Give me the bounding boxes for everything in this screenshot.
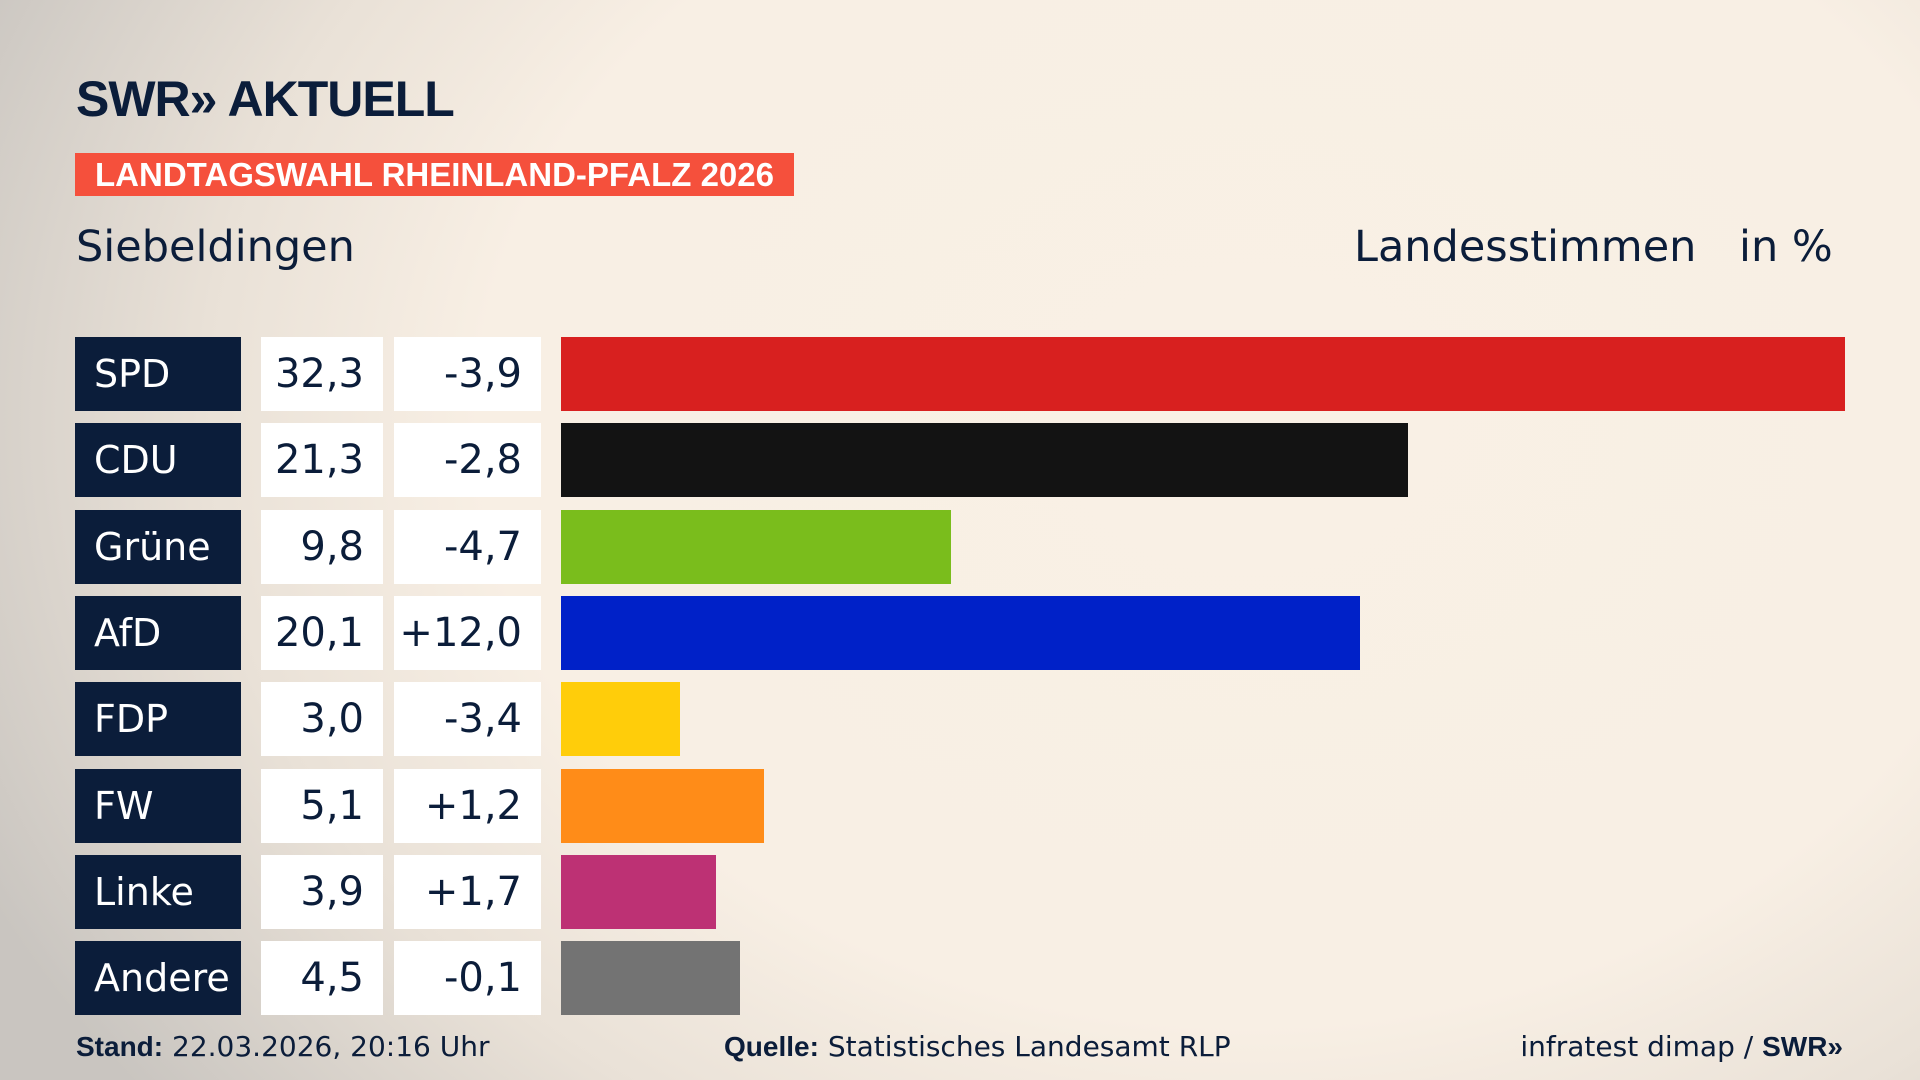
bar-fdp: [561, 682, 681, 757]
source-value: Statistisches Landesamt RLP: [827, 1030, 1231, 1063]
footer-stand: Stand: 22.03.2026, 20:16 Uhr: [76, 1030, 489, 1063]
vote-share-value: 32,3: [261, 337, 383, 411]
party-label: Andere: [75, 941, 241, 1016]
vote-change-value: -3,4: [394, 682, 541, 757]
result-row: Linke 3,9 +1,7: [0, 854, 1920, 929]
source-label: Quelle:: [724, 1031, 819, 1062]
bar-grüne: [561, 509, 951, 584]
vote-change-value: +12,0: [394, 595, 541, 670]
party-label: CDU: [75, 423, 241, 498]
result-row: Grüne 9,8 -4,7: [0, 509, 1920, 584]
footer-credit: infratest dimap / SWR»: [1520, 1030, 1843, 1063]
vote-change-value: +1,7: [394, 854, 541, 929]
result-row: CDU 21,3 -2,8: [0, 423, 1920, 498]
vote-share-value: 3,9: [261, 854, 383, 929]
swr-logo-small: SWR»: [1762, 1031, 1843, 1062]
party-label: Linke: [75, 854, 241, 929]
swr-aktuell-logo: SWR» AKTUELL: [76, 71, 455, 127]
result-row: SPD 32,3 -3,9: [0, 337, 1920, 411]
vote-share-value: 21,3: [261, 423, 383, 498]
vote-change-value: -0,1: [394, 941, 541, 1016]
bar-fw: [561, 768, 764, 843]
unit-label: in %: [1739, 222, 1833, 272]
vote-change-value: +1,2: [394, 768, 541, 843]
vote-share-value: 3,0: [261, 682, 383, 757]
credit-text: infratest dimap /: [1520, 1030, 1763, 1063]
location-title: Siebeldingen: [76, 222, 355, 272]
stand-value: 22.03.2026, 20:16 Uhr: [172, 1030, 490, 1063]
vote-type-label: Landesstimmen: [1354, 222, 1697, 272]
bar-afd: [561, 595, 1361, 670]
vote-share-value: 5,1: [261, 768, 383, 843]
vote-change-value: -2,8: [394, 423, 541, 498]
bar-andere: [561, 941, 740, 1016]
party-label: FDP: [75, 682, 241, 757]
party-label: AfD: [75, 595, 241, 670]
election-banner: LANDTAGSWAHL RHEINLAND-PFALZ 2026: [75, 153, 794, 196]
result-row: FDP 3,0 -3,4: [0, 682, 1920, 757]
party-label: SPD: [75, 337, 241, 411]
stand-label: Stand:: [76, 1031, 164, 1062]
party-label: FW: [75, 768, 241, 843]
vote-change-value: -4,7: [394, 509, 541, 584]
result-row: Andere 4,5 -0,1: [0, 941, 1920, 1016]
bar-cdu: [561, 423, 1408, 498]
result-row: AfD 20,1 +12,0: [0, 595, 1920, 670]
vote-share-value: 20,1: [261, 595, 383, 670]
vote-change-value: -3,9: [394, 337, 541, 411]
bar-spd: [561, 337, 1845, 411]
vote-share-value: 4,5: [261, 941, 383, 1016]
party-label: Grüne: [75, 509, 241, 584]
bar-linke: [561, 854, 717, 929]
footer-source: Quelle: Statistisches Landesamt RLP: [724, 1030, 1231, 1063]
result-row: FW 5,1 +1,2: [0, 768, 1920, 843]
vote-share-value: 9,8: [261, 509, 383, 584]
